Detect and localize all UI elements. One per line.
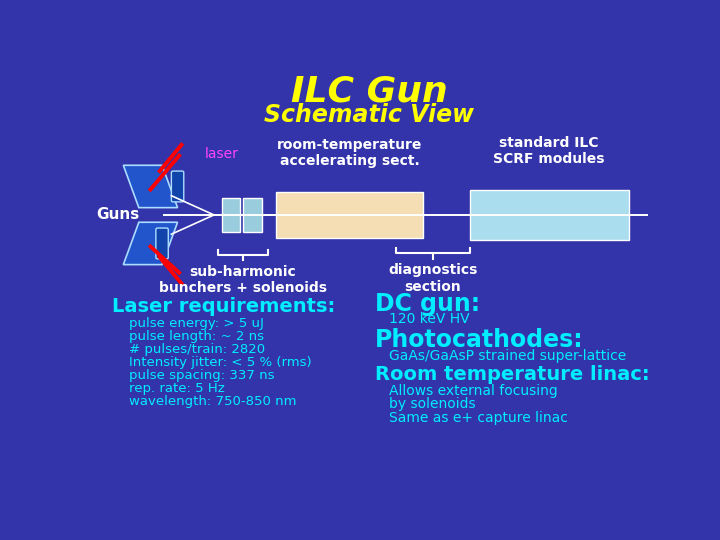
- Text: pulse energy: > 5 uJ: pulse energy: > 5 uJ: [129, 316, 264, 329]
- Text: pulse length: ~ 2 ns: pulse length: ~ 2 ns: [129, 330, 264, 343]
- Text: standard ILC
SCRF modules: standard ILC SCRF modules: [493, 136, 605, 166]
- Text: Photocathodes:: Photocathodes:: [375, 328, 584, 352]
- Polygon shape: [123, 222, 178, 265]
- Text: DC gun:: DC gun:: [375, 292, 480, 316]
- Text: Laser requirements:: Laser requirements:: [112, 298, 335, 316]
- Text: # pulses/train: 2820: # pulses/train: 2820: [129, 343, 265, 356]
- Text: Schematic View: Schematic View: [264, 103, 474, 127]
- Text: wavelength: 750-850 nm: wavelength: 750-850 nm: [129, 395, 296, 408]
- Text: sub-harmonic
bunchers + solenoids: sub-harmonic bunchers + solenoids: [159, 265, 327, 295]
- Text: Guns: Guns: [96, 207, 140, 222]
- FancyBboxPatch shape: [276, 192, 423, 238]
- Text: by solenoids: by solenoids: [389, 397, 476, 411]
- FancyBboxPatch shape: [222, 198, 240, 232]
- Text: pulse spacing: 337 ns: pulse spacing: 337 ns: [129, 369, 274, 382]
- FancyBboxPatch shape: [243, 198, 262, 232]
- Text: Room temperature linac:: Room temperature linac:: [375, 365, 650, 384]
- Text: Same as e+ capture linac: Same as e+ capture linac: [389, 410, 568, 424]
- Text: Intensity jitter: < 5 % (rms): Intensity jitter: < 5 % (rms): [129, 356, 311, 369]
- Text: rep. rate: 5 Hz: rep. rate: 5 Hz: [129, 382, 225, 395]
- Text: GaAs/GaAsP strained super-lattice: GaAs/GaAsP strained super-lattice: [389, 349, 626, 363]
- Text: 120 keV HV: 120 keV HV: [389, 312, 469, 326]
- FancyBboxPatch shape: [156, 228, 168, 259]
- FancyBboxPatch shape: [171, 171, 184, 202]
- FancyBboxPatch shape: [469, 190, 629, 240]
- Polygon shape: [123, 165, 178, 208]
- Text: diagnostics
section: diagnostics section: [388, 264, 477, 294]
- Text: room-temperature
accelerating sect.: room-temperature accelerating sect.: [277, 138, 423, 168]
- Text: ILC Gun: ILC Gun: [291, 75, 447, 109]
- Text: Allows external focusing: Allows external focusing: [389, 384, 558, 399]
- Text: laser: laser: [204, 147, 238, 161]
